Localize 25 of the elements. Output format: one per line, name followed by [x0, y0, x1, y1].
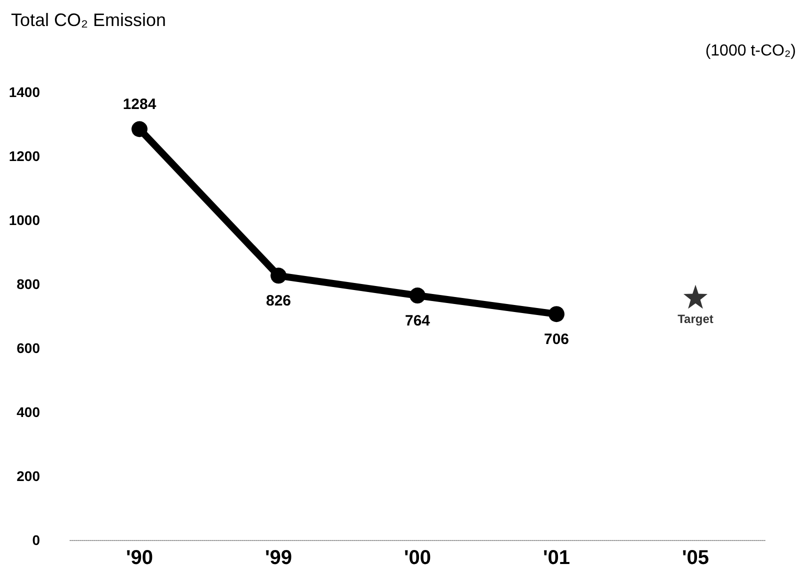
- y-tick-label: 600: [16, 340, 40, 356]
- point: [548, 306, 564, 322]
- x-tick-label: '01: [542, 547, 570, 569]
- y-axis-title: (1000 t-CO₂): [705, 42, 796, 60]
- point: [270, 268, 286, 284]
- y-tick-label: 400: [16, 404, 40, 420]
- x-tick-label: '05: [682, 547, 710, 569]
- point: [132, 121, 148, 138]
- x-tick-label: '00: [404, 547, 432, 569]
- y-tick-label: 200: [16, 468, 40, 484]
- point: [684, 284, 708, 309]
- y-tick-label: 1400: [8, 84, 40, 100]
- y-tick-label: 1000: [8, 212, 40, 228]
- point: [410, 288, 426, 304]
- x-tick-label: '99: [264, 547, 292, 569]
- data-label: 706: [544, 331, 570, 348]
- data-label: 764: [404, 312, 431, 330]
- series-label: Target: [678, 312, 714, 326]
- data-label: 1284: [122, 96, 157, 114]
- y-tick-label: 800: [16, 276, 40, 292]
- y-tick-label: 1200: [8, 148, 40, 164]
- x-tick-label: '90: [126, 547, 154, 569]
- chart-title: Total CO₂ Emission: [11, 10, 166, 30]
- y-tick-label: 0: [32, 532, 40, 548]
- data-label: 826: [266, 292, 292, 310]
